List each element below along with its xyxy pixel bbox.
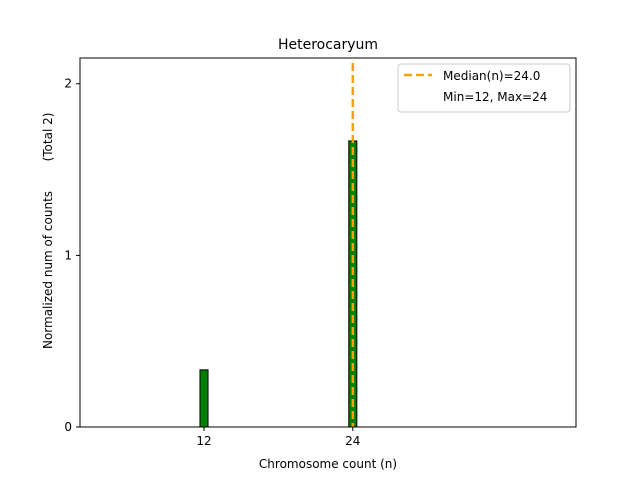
y-tick-label: 1: [64, 248, 72, 262]
chart-title: Heterocaryum: [278, 37, 378, 53]
legend-median-label: Median(n)=24.0: [443, 69, 540, 83]
y-tick-label: 2: [64, 77, 72, 91]
legend-box: [397, 63, 571, 113]
legend: Median(n)=24.0 Min=12, Max=24: [397, 63, 571, 113]
x-axis-label: Chromosome count (n): [259, 457, 397, 471]
y-tick-label: 0: [64, 420, 72, 434]
bar-n-12: [199, 369, 209, 428]
y-axis-total-note: (Total 2): [41, 113, 55, 162]
x-tick-label: 12: [196, 434, 211, 448]
y-ticks: 0 1 2: [64, 77, 80, 434]
legend-minmax-label: Min=12, Max=24: [443, 90, 547, 104]
x-tick-label: 24: [345, 434, 360, 448]
bars-layer: [199, 140, 358, 428]
y-axis-label: Normalized num of counts: [41, 191, 55, 349]
x-ticks: 12 24: [196, 427, 360, 448]
plot-area-frame: [79, 57, 577, 428]
